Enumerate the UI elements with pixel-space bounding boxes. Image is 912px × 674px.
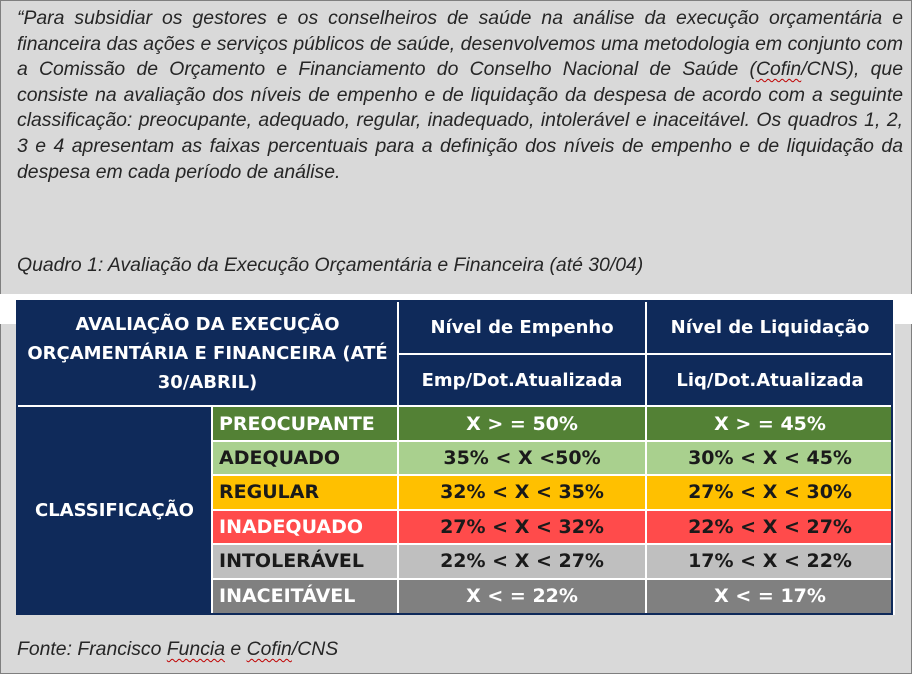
evaluation-table-wrapper: AVALIAÇÃO DA EXECUÇÃO ORÇAMENTÁRIA E FIN… bbox=[15, 299, 896, 616]
row-empenho-preocupante: X > = 50% bbox=[397, 405, 648, 442]
row-empenho-inadequado: 27% < X < 32% bbox=[397, 508, 648, 546]
quadro-title: Quadro 1: Avaliação da Execução Orçament… bbox=[17, 254, 644, 276]
source-suffix: /CNS bbox=[291, 638, 339, 660]
row-empenho-regular: 32% < X < 35% bbox=[397, 474, 648, 511]
source-mid: e bbox=[225, 638, 247, 660]
col-empenho-title: Nível de Empenho bbox=[397, 300, 648, 355]
row-label-regular: REGULAR bbox=[210, 474, 400, 511]
row-label-intoleravel: INTOLERÁVEL bbox=[210, 543, 400, 580]
col-empenho-subtitle: Emp/Dot.Atualizada bbox=[397, 352, 648, 408]
row-empenho-inaceitavel: X < = 22% bbox=[397, 577, 648, 616]
source-caption: Fonte: Francisco Funcia e Cofin/CNS bbox=[17, 638, 338, 661]
source-prefix: Fonte: Francisco bbox=[17, 638, 167, 660]
col-liquidacao-title: Nível de Liquidação bbox=[645, 300, 896, 355]
quote-cofin: Cofin bbox=[755, 58, 802, 81]
row-liquidacao-intoleravel: 17% < X < 22% bbox=[645, 543, 896, 580]
row-label-inaceitavel: INACEITÁVEL bbox=[210, 577, 400, 616]
quote-part1: “Para subsidiar os gestores e os conselh… bbox=[17, 7, 903, 81]
row-liquidacao-inadequado: 22% < X < 27% bbox=[645, 508, 896, 546]
quote-paragraph: “Para subsidiar os gestores e os conselh… bbox=[17, 6, 903, 185]
quote-part2: /CNS), que consiste na avaliação dos nív… bbox=[17, 58, 903, 183]
row-liquidacao-adequado: 30% < X < 45% bbox=[645, 439, 896, 477]
source-cofin: Cofin bbox=[246, 638, 292, 660]
row-label-inadequado: INADEQUADO bbox=[210, 508, 400, 546]
row-liquidacao-regular: 27% < X < 30% bbox=[645, 474, 896, 511]
row-empenho-intoleravel: 22% < X < 27% bbox=[397, 543, 648, 580]
col-liquidacao-subtitle: Liq/Dot.Atualizada bbox=[645, 352, 896, 408]
row-label-preocupante: PREOCUPANTE bbox=[210, 405, 400, 442]
row-label-adequado: ADEQUADO bbox=[210, 439, 400, 477]
table-main-header: AVALIAÇÃO DA EXECUÇÃO ORÇAMENTÁRIA E FIN… bbox=[15, 299, 400, 408]
row-liquidacao-inaceitavel: X < = 17% bbox=[645, 577, 896, 616]
source-funcia: Funcia bbox=[166, 638, 225, 660]
classification-label: CLASSIFICAÇÃO bbox=[16, 405, 213, 615]
evaluation-table: AVALIAÇÃO DA EXECUÇÃO ORÇAMENTÁRIA E FIN… bbox=[15, 299, 896, 616]
row-liquidacao-preocupante: X > = 45% bbox=[645, 405, 896, 442]
row-empenho-adequado: 35% < X <50% bbox=[397, 439, 648, 477]
